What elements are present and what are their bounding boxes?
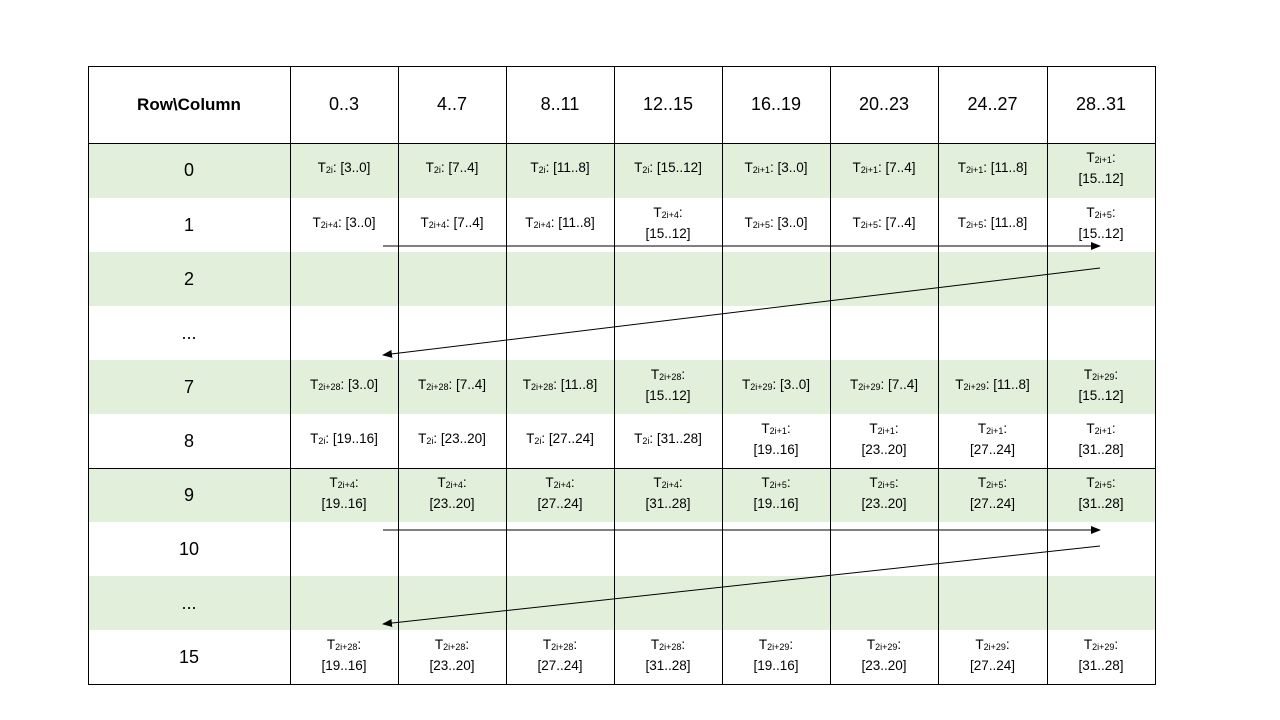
table-cell: T2i+28: [31..28]: [645, 636, 691, 673]
column-header: 24..27: [967, 94, 1018, 114]
table-cell: T2i+5: [15..12]: [1078, 204, 1124, 241]
column-divider: [290, 66, 291, 685]
row-divider: [88, 684, 1156, 685]
table-cell: T2i: [3..0]: [317, 160, 371, 175]
row-label: 9: [183, 484, 194, 505]
row-band: [89, 468, 1155, 522]
table-cell: T2i+28: [19..16]: [321, 636, 367, 673]
table-cell: T2i+1: [11..8]: [957, 160, 1028, 175]
row-band: [89, 143, 1155, 198]
row-band: [89, 306, 1155, 360]
row-band: [89, 522, 1155, 576]
table-cell: T2i+29: [19..16]: [753, 636, 799, 673]
table-cell: T2i+1: [27..24]: [969, 420, 1016, 457]
row-band: [89, 414, 1155, 468]
table-cell: T2i+5: [27..24]: [969, 474, 1016, 511]
table-cell: T2i+29: [11..8]: [955, 376, 1030, 392]
column-header: 16..19: [750, 94, 802, 114]
row-divider: [88, 143, 1156, 144]
row-band: [89, 630, 1155, 684]
table-cell: T2i+5: [11..8]: [957, 214, 1028, 230]
column-divider: [830, 66, 831, 685]
table-cell: T2i+29: [23..20]: [861, 636, 907, 673]
table-cell: T2i+1: [15..12]: [1078, 150, 1124, 186]
table-cell: T2i+28: [11..8]: [522, 376, 598, 392]
table-cell: T2i+4: [31..28]: [645, 474, 691, 511]
column-divider: [722, 66, 723, 685]
column-divider: [88, 66, 89, 685]
table-cell: T2i+29: [7..4]: [849, 376, 919, 392]
table-cell: T2i+1: [19..16]: [753, 420, 799, 457]
row-label: ...: [181, 592, 197, 613]
column-header: 4..7: [436, 94, 468, 114]
row-label: 2: [183, 268, 194, 289]
table-cell: T2i+1: [7..4]: [852, 160, 916, 175]
row-label: 15: [178, 646, 200, 667]
row-label: 1: [183, 214, 194, 235]
row-band: [89, 252, 1155, 306]
table-cell: T2i+5: [7..4]: [852, 214, 916, 230]
table-cell: T2i+5: [31..28]: [1078, 474, 1124, 511]
table-cell: T2i: [23..20]: [418, 430, 486, 446]
arrow: [382, 545, 1101, 628]
table-cell: T2i+29: [27..24]: [969, 636, 1016, 673]
table-cell: T2i+28: [27..24]: [537, 636, 583, 673]
table-cell: T2i: [19..16]: [310, 430, 378, 446]
table-cell: T2i+4: [19..16]: [321, 474, 367, 511]
row-label: ...: [181, 322, 197, 343]
table-cell: T2i: [11..8]: [530, 160, 590, 175]
table-cell: T2i+29: [15..12]: [1078, 366, 1124, 403]
row-band: [89, 198, 1155, 252]
column-header: 8..11: [540, 94, 580, 114]
table-cell: T2i+1: [3..0]: [744, 160, 808, 175]
table-cell: T2i+4: [27..24]: [537, 474, 583, 511]
row-band: [89, 360, 1155, 414]
column-divider: [398, 66, 399, 685]
row-divider: [88, 66, 1156, 67]
table-cell: T2i+5: [3..0]: [744, 214, 808, 230]
table-cell: T2i: [7..4]: [425, 160, 479, 175]
row-label: 10: [178, 538, 200, 559]
table-cell: T2i+4: [11..8]: [525, 214, 595, 230]
table-cell: T2i+5: [23..20]: [861, 474, 907, 511]
table-cell: T2i: [15..12]: [634, 160, 702, 175]
column-header: 12..15: [642, 94, 694, 114]
column-divider: [938, 66, 939, 685]
arrow: [382, 267, 1101, 358]
table-cell: T2i+4: [15..12]: [645, 204, 691, 241]
row-label: 0: [183, 160, 194, 180]
table-cell: T2i+28: [15..12]: [645, 366, 691, 403]
table-cell: T2i: [27..24]: [526, 430, 594, 446]
row-label: 8: [183, 430, 194, 451]
column-divider: [506, 66, 507, 685]
row-label: 7: [183, 376, 194, 397]
table-cell: T2i+1: [31..28]: [1078, 420, 1124, 457]
column-header: 0..3: [328, 94, 360, 114]
column-header: 28..31: [1075, 94, 1127, 114]
row-divider: [88, 468, 1156, 469]
table-cell: T2i+5: [19..16]: [753, 474, 799, 511]
table-cell: T2i+29: [31..28]: [1078, 636, 1124, 673]
table-cell: T2i+28: [23..20]: [429, 636, 475, 673]
table-cell: T2i+4: [7..4]: [420, 214, 484, 230]
table-cell: T2i+4: [23..20]: [429, 474, 475, 511]
corner-header: Row\Column: [137, 94, 241, 114]
table-cell: T2i+4: [3..0]: [312, 214, 376, 230]
row-band: [89, 576, 1155, 630]
table-cell: T2i+1: [23..20]: [861, 420, 907, 457]
column-divider: [614, 66, 615, 685]
column-divider: [1155, 66, 1156, 685]
table-cell: T2i+28: [7..4]: [417, 376, 487, 392]
column-divider: [1047, 66, 1048, 685]
table-cell: T2i+28: [3..0]: [309, 376, 379, 392]
column-header: 20..23: [858, 94, 910, 114]
table-cell: T2i: [31..28]: [634, 430, 702, 446]
table-cell: T2i+29: [3..0]: [741, 376, 811, 392]
